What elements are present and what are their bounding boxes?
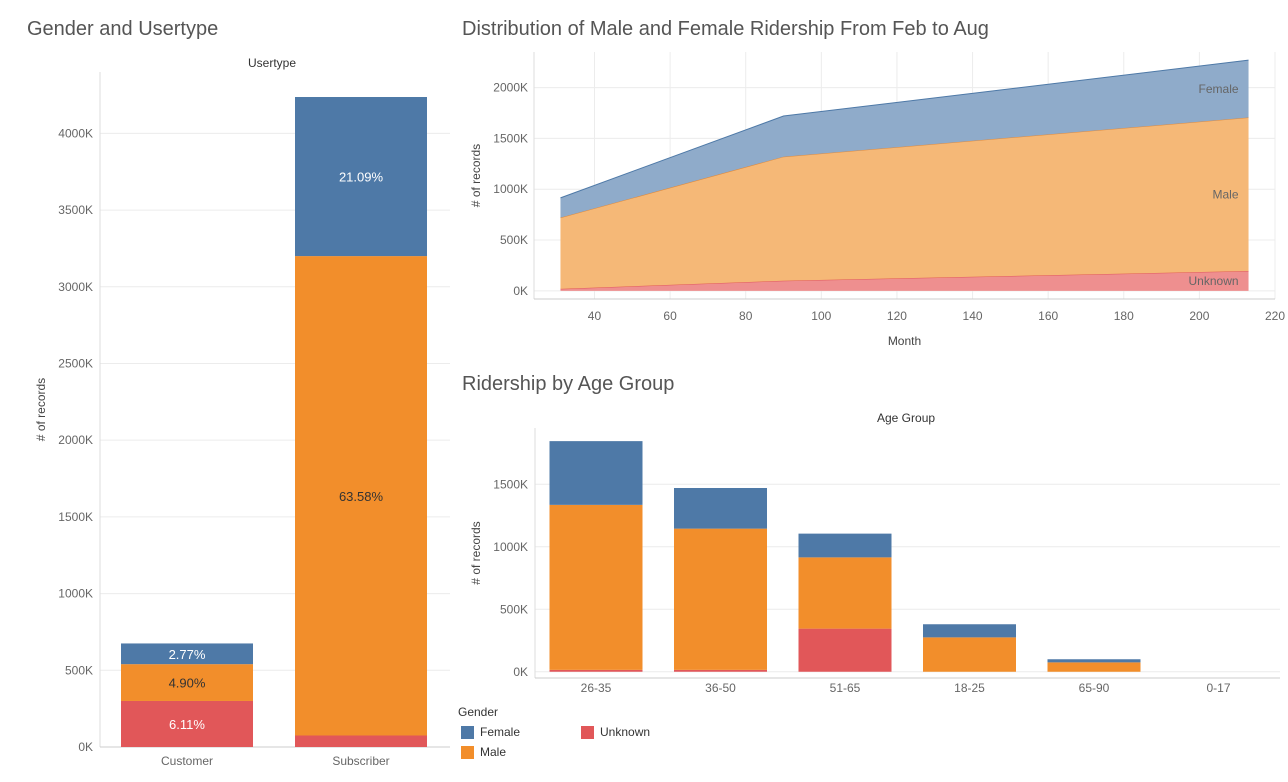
- agegroup-bar-male: [1047, 662, 1141, 672]
- distribution-series-label: Unknown: [1189, 274, 1239, 288]
- distribution-xtick: 200: [1189, 309, 1209, 323]
- agegroup-xtick: 18-25: [954, 681, 985, 695]
- legend-item-female[interactable]: Female: [461, 725, 520, 739]
- legend-swatch-female: [461, 725, 474, 739]
- distribution-ytick: 500K: [500, 233, 528, 247]
- usertype-bar-male: [295, 256, 427, 736]
- distribution-xtick: 100: [811, 309, 831, 323]
- legend-label-unknown: Unknown: [600, 725, 651, 739]
- usertype-ytick: 500K: [65, 663, 93, 677]
- usertype-bar-label: 21.09%: [339, 170, 384, 185]
- agegroup-bar-female: [1047, 659, 1141, 663]
- agegroup-bar-female: [923, 624, 1016, 638]
- usertype-bar-label: 4.90%: [169, 676, 206, 691]
- legend-label-male: Male: [480, 745, 507, 759]
- agegroup-xtick: 51-65: [830, 681, 861, 695]
- agegroup-ytick: 1000K: [493, 540, 528, 554]
- distribution-ytick: 1000K: [493, 182, 528, 196]
- usertype-ytick: 1000K: [58, 587, 93, 601]
- distribution-xtick: 220: [1265, 309, 1285, 323]
- usertype-ylabel: # of records: [34, 378, 48, 441]
- agegroup-xtick: 26-35: [581, 681, 612, 695]
- agegroup-chart-title: Ridership by Age Group: [462, 373, 675, 395]
- usertype-ytick: 2000K: [58, 433, 93, 447]
- distribution-ylabel: # of records: [469, 144, 483, 207]
- distribution-series-label: Male: [1213, 187, 1239, 201]
- usertype-bar-female: [121, 643, 253, 665]
- legend-item-unknown[interactable]: Unknown: [581, 725, 650, 739]
- usertype-ytick: 3500K: [58, 203, 93, 217]
- usertype-ytick: 4000K: [58, 126, 93, 140]
- distribution-ytick: 2000K: [493, 81, 528, 95]
- usertype-chart-title: Gender and Usertype: [27, 18, 219, 40]
- agegroup-ytick: 0K: [513, 665, 528, 679]
- usertype-bar-female: [295, 97, 427, 257]
- usertype-bar-label: 63.58%: [339, 489, 384, 504]
- distribution-xtick: 40: [588, 309, 602, 323]
- legend-swatch-male: [461, 745, 474, 759]
- distribution-line-female: [560, 59, 1249, 199]
- legend-title: Gender: [458, 705, 499, 719]
- agegroup-bar-unknown: [798, 628, 892, 672]
- legend-swatch-unknown: [581, 725, 594, 739]
- agegroup-ylabel: # of records: [469, 521, 483, 584]
- usertype-ytick: 1500K: [58, 510, 93, 524]
- distribution-area-female: [560, 60, 1249, 218]
- distribution-ytick: 1500K: [493, 131, 528, 145]
- distribution-chart-title: Distribution of Male and Female Ridershi…: [462, 18, 989, 40]
- distribution-series-label: Female: [1199, 82, 1239, 96]
- gender-legend: Gender Female Male Unknown: [458, 705, 718, 765]
- agegroup-bar-male: [549, 504, 643, 670]
- agegroup-bar-female: [549, 441, 643, 505]
- agegroup-xtick: 36-50: [705, 681, 736, 695]
- usertype-ytick: 0K: [78, 740, 93, 754]
- agegroup-bar-male: [674, 528, 767, 670]
- usertype-bar-unknown: [121, 700, 253, 747]
- distribution-xtick: 80: [739, 309, 753, 323]
- usertype-ytick: 2500K: [58, 356, 93, 370]
- distribution-area-male: [560, 117, 1249, 289]
- agegroup-bar-female: [798, 533, 892, 558]
- distribution-xtick: 180: [1114, 309, 1134, 323]
- distribution-ytick: 0K: [513, 284, 528, 298]
- agegroup-ytick: 1500K: [493, 477, 528, 491]
- usertype-bar-unknown: [295, 735, 427, 747]
- agegroup-header: Age Group: [877, 411, 936, 425]
- legend-item-male[interactable]: Male: [461, 745, 506, 759]
- distribution-xtick: 120: [887, 309, 907, 323]
- distribution-area-unknown: [560, 271, 1249, 291]
- distribution-xtick: 160: [1038, 309, 1058, 323]
- usertype-header: Usertype: [248, 56, 297, 70]
- distribution-xtick: 60: [663, 309, 677, 323]
- agegroup-bar-male: [798, 557, 892, 629]
- usertype-xtick: Subscriber: [332, 754, 389, 768]
- usertype-ytick: 3000K: [58, 280, 93, 294]
- agegroup-xtick: 0-17: [1206, 681, 1230, 695]
- usertype-bar-label: 2.77%: [169, 647, 206, 662]
- usertype-xtick: Customer: [161, 754, 213, 768]
- distribution-xtick: 140: [963, 309, 983, 323]
- agegroup-bar-unknown: [674, 669, 767, 672]
- agegroup-xtick: 65-90: [1079, 681, 1110, 695]
- legend-label-female: Female: [480, 725, 521, 739]
- usertype-bar-label: 6.11%: [169, 717, 205, 732]
- agegroup-ytick: 500K: [500, 602, 528, 616]
- distribution-xlabel: Month: [888, 334, 921, 348]
- agegroup-bar-male: [923, 637, 1016, 672]
- agegroup-bar-unknown: [549, 669, 643, 672]
- usertype-bar-male: [121, 664, 253, 701]
- agegroup-bar-female: [674, 488, 767, 529]
